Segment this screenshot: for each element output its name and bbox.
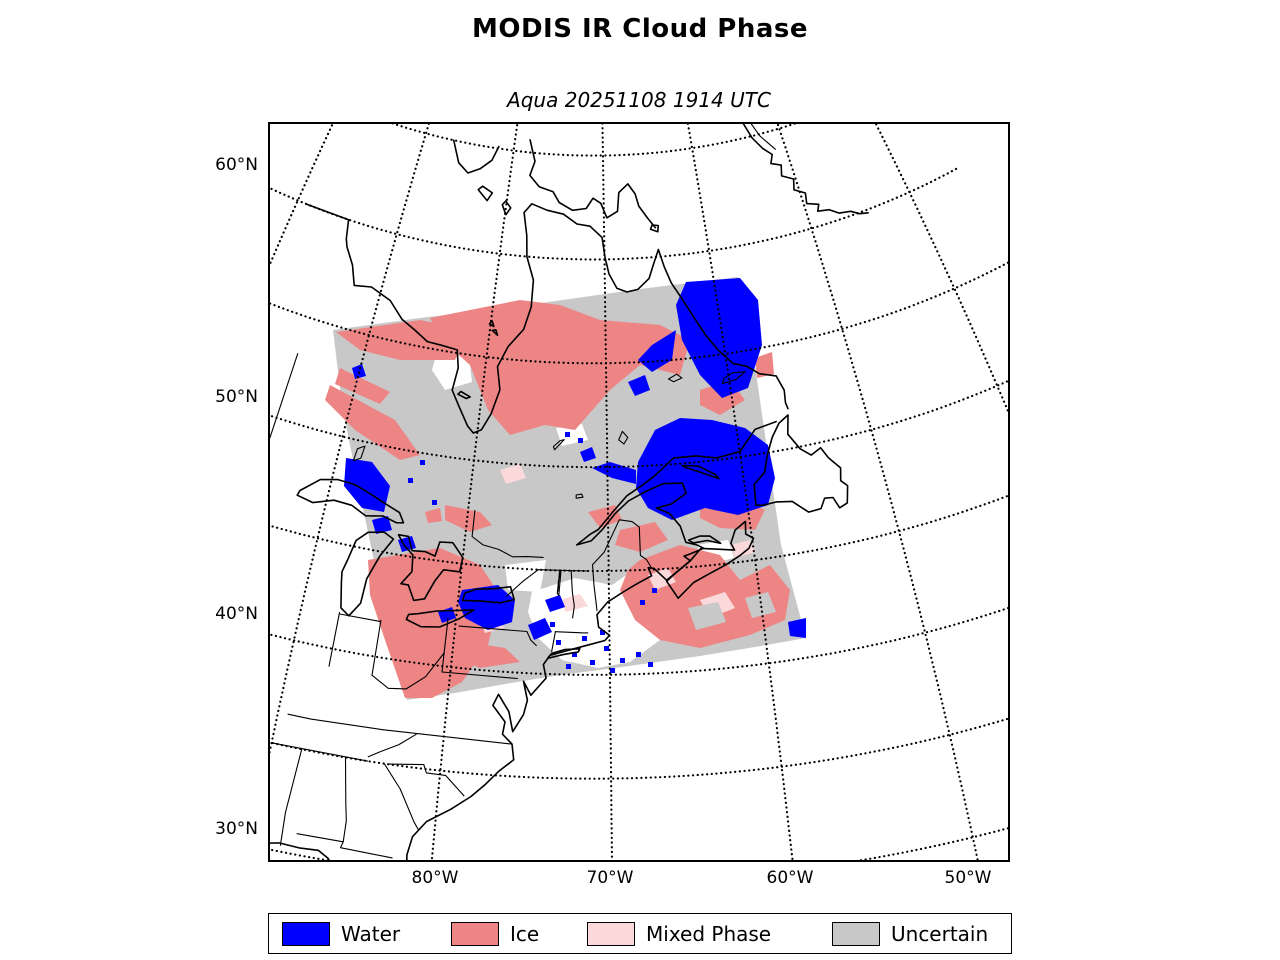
map-subtitle: Aqua 20251108 1914 UTC — [507, 88, 771, 112]
x-tick-50w: 50°W — [944, 868, 992, 888]
page-title: MODIS IR Cloud Phase — [471, 14, 808, 44]
legend-item-water: Water — [282, 914, 400, 953]
legend-label-mixed-phase: Mixed Phase — [646, 921, 772, 946]
uncertain-color-swatch — [832, 921, 880, 946]
x-tick-80w: 80°W — [411, 868, 459, 888]
map-frame — [0, 39, 1234, 960]
x-tick-60w: 60°W — [766, 868, 814, 888]
map-canvas — [0, 39, 1234, 960]
legend-label-water: Water — [341, 921, 401, 946]
ice-color-swatch — [451, 921, 499, 946]
y-tick-60n: 60°N — [215, 155, 258, 175]
x-tick-70w: 70°W — [586, 868, 634, 888]
y-tick-40n: 40°N — [215, 604, 258, 624]
legend-label-ice: Ice — [510, 921, 540, 946]
legend-item-uncertain: Uncertain — [832, 914, 988, 953]
water-color-swatch — [282, 921, 330, 946]
legend: Water Ice Mixed Phase Uncertain — [268, 913, 1012, 954]
legend-item-mixed-phase: Mixed Phase — [587, 914, 771, 953]
mixed-phase-color-swatch — [587, 921, 635, 946]
legend-item-ice: Ice — [451, 914, 539, 953]
y-tick-30n: 30°N — [215, 819, 258, 839]
y-tick-50n: 50°N — [215, 387, 258, 407]
legend-label-uncertain: Uncertain — [891, 921, 989, 946]
